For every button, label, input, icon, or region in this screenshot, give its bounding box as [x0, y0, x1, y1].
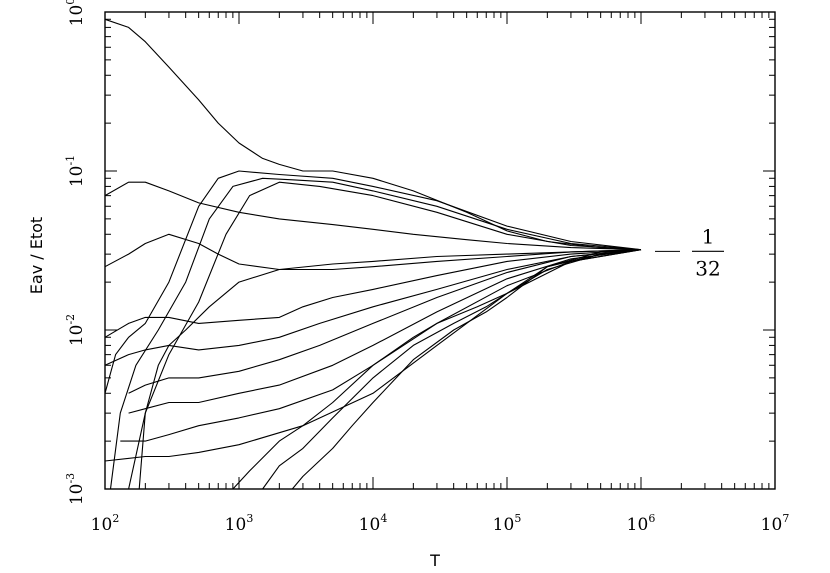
series-line-3: [104, 233, 642, 271]
x-tick-label: 105: [493, 512, 522, 535]
series-line-10: [128, 249, 642, 414]
series-line-1: [104, 18, 642, 251]
series-line-4: [104, 170, 642, 394]
tick-layer: [104, 12, 775, 490]
series-line-6: [128, 181, 642, 490]
x-axis-label: T: [429, 551, 440, 570]
series-line-9: [128, 249, 642, 394]
x-tick-label: 102: [91, 512, 120, 535]
series-line-11: [120, 249, 642, 442]
x-tick-label: 107: [761, 512, 790, 535]
y-axis-label: Eav / Etot: [27, 217, 46, 294]
series-line-15: [138, 249, 642, 490]
label-layer: 102 103 104 105 106 107 10-3 10-2 10-1 100: [64, 0, 789, 535]
annotation-denominator: 32: [695, 256, 720, 280]
series-line-7: [104, 249, 642, 338]
series-line-12: [232, 249, 642, 490]
series-layer: [104, 18, 642, 490]
annotation-one-over-32: 1 32: [655, 224, 724, 280]
series-line-16: [104, 249, 642, 462]
y-tick-label: 10-2: [64, 314, 87, 346]
x-tick-label: 104: [359, 512, 388, 535]
y-tick-label: 10-1: [64, 155, 87, 187]
annotation-numerator: 1: [702, 224, 715, 248]
y-tick-label: 100: [64, 0, 87, 26]
plot-frame: [104, 11, 776, 490]
series-line-2: [104, 181, 642, 251]
y-tick-label: 10-3: [64, 473, 87, 505]
x-tick-label: 103: [225, 512, 254, 535]
series-line-14: [291, 249, 642, 490]
series-line-5: [109, 177, 642, 490]
series-line-8: [104, 249, 642, 366]
x-tick-label: 106: [627, 512, 656, 535]
